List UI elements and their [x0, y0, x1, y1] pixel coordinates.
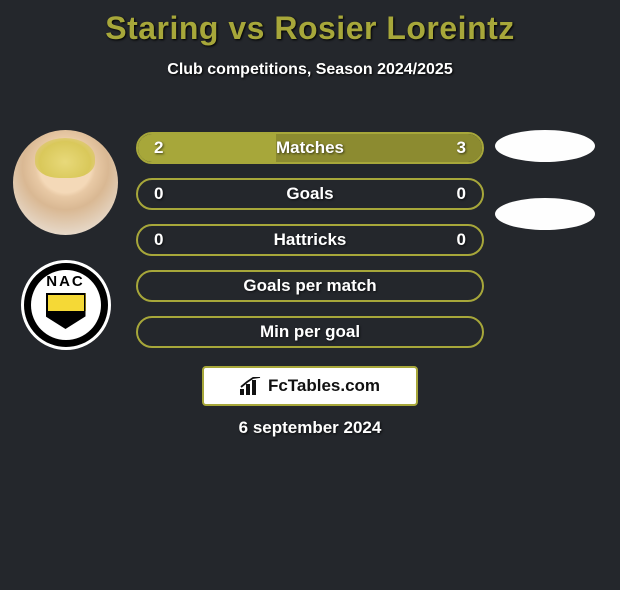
brand-box: FcTables.com	[202, 366, 418, 406]
left-avatars-column: NAC	[8, 130, 123, 350]
comparison-bars: 23Matches 00Goals 00Hattricks Goals per mat…	[136, 132, 484, 348]
stat-bar: Goals per match	[136, 270, 484, 302]
club-logo: NAC	[21, 260, 111, 350]
infographic-container: Staring vs Rosier Loreintz Club competit…	[0, 10, 620, 79]
club-logo-text: NAC	[24, 273, 108, 290]
page-title: Staring vs Rosier Loreintz	[0, 10, 620, 47]
stat-bar: Min per goal	[136, 316, 484, 348]
opponent-photo-placeholder	[495, 130, 595, 162]
player-photo	[13, 130, 118, 235]
bar-label: Min per goal	[138, 322, 482, 342]
page-subtitle: Club competitions, Season 2024/2025	[0, 61, 620, 79]
bar-label: Goals per match	[138, 276, 482, 296]
brand-label: FcTables.com	[268, 376, 380, 396]
bar-label: Goals	[138, 184, 482, 204]
bar-label: Matches	[138, 138, 482, 158]
stat-bar: 00Goals	[136, 178, 484, 210]
stat-bar: 23Matches	[136, 132, 484, 164]
opponent-logo-placeholder	[495, 198, 595, 230]
bar-chart-icon	[240, 377, 262, 395]
date-label: 6 september 2024	[0, 418, 620, 438]
bar-label: Hattricks	[138, 230, 482, 250]
stat-bar: 00Hattricks	[136, 224, 484, 256]
right-avatars-column	[487, 130, 602, 230]
